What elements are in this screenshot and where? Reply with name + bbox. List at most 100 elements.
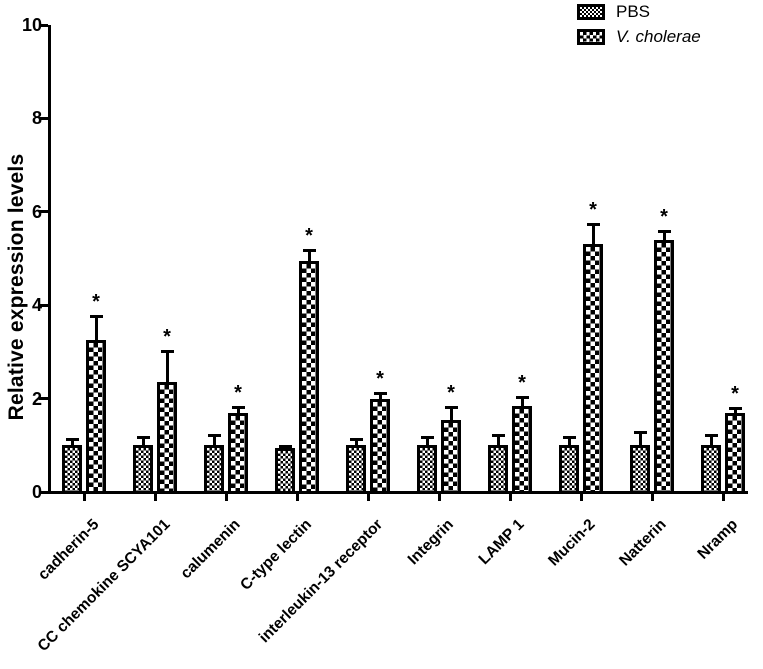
significance-asterisk: *	[376, 367, 384, 390]
error-bar-cap	[515, 396, 529, 400]
x-axis-tick	[224, 492, 228, 501]
bar-pbs-Integrin	[417, 445, 437, 494]
error-bar-cap	[444, 405, 458, 409]
error-bar-cap	[562, 435, 576, 439]
legend-label-pbs: PBS	[616, 2, 651, 21]
bar-vcholerae-Nramp	[725, 412, 745, 494]
bar-vcholerae-Integrin	[441, 419, 461, 494]
significance-asterisk: *	[660, 206, 668, 229]
legend: PBS V. cholerae	[577, 3, 701, 53]
error-bar-cap	[633, 431, 647, 435]
bar-vcholerae-interleukin-13 receptor	[370, 398, 390, 494]
pbs-pattern-swatch	[577, 4, 605, 20]
error-bar-stem	[733, 407, 737, 415]
y-tick-label: 2	[31, 388, 42, 409]
significance-asterisk: *	[731, 383, 739, 405]
bar-vcholerae-calumenin	[228, 412, 248, 494]
error-bar-cap	[65, 438, 79, 442]
y-axis-tick	[39, 397, 48, 401]
bar-vcholerae-LAMP 1	[512, 405, 532, 494]
y-axis-tick	[39, 210, 48, 214]
bar-vcholerae-cadherin-5	[86, 340, 106, 494]
error-bar-cap	[231, 405, 245, 409]
x-axis-tick	[82, 492, 86, 501]
significance-asterisk: *	[92, 290, 100, 313]
error-bar-stem	[709, 433, 713, 448]
x-category-label: CC chemokine SCYA101	[34, 516, 174, 655]
error-bar-stem	[378, 391, 382, 401]
bar-pbs-Natterin	[630, 445, 650, 494]
significance-asterisk: *	[518, 372, 526, 395]
y-axis-line	[48, 25, 51, 494]
significance-asterisk: *	[305, 225, 313, 248]
error-bar-cap	[657, 230, 671, 234]
y-axis-tick	[39, 116, 48, 120]
x-axis-tick	[650, 492, 654, 501]
error-bar-stem	[236, 405, 240, 415]
x-category-label: Natterin	[616, 516, 671, 570]
x-axis-tick	[295, 492, 299, 501]
y-tick-label: 10	[21, 15, 42, 35]
y-axis-tick	[39, 23, 48, 27]
legend-item-vcholerae: V. cholerae	[577, 28, 701, 46]
x-category-label: C-type lectin	[237, 516, 316, 594]
x-axis-line	[47, 491, 748, 494]
x-axis-tick	[153, 492, 157, 501]
legend-label-vcholerae: V. cholerae	[616, 27, 701, 46]
error-bar-cap	[349, 438, 363, 442]
error-bar-stem	[496, 433, 500, 448]
bar-vcholerae-C-type lectin	[299, 260, 319, 494]
bar-pbs-Nramp	[701, 445, 721, 494]
bar-pbs-Mucin-2	[559, 445, 579, 494]
significance-asterisk: *	[447, 381, 455, 404]
error-bar-stem	[662, 230, 666, 242]
bar-vcholerae-Mucin-2	[583, 244, 603, 494]
vcholerae-pattern-swatch	[577, 29, 605, 45]
bar-pbs-LAMP 1	[488, 445, 508, 494]
error-bar-stem	[141, 435, 145, 448]
error-bar-stem	[165, 349, 169, 385]
x-category-label: Nramp	[694, 516, 742, 563]
error-bar-stem	[212, 433, 216, 448]
x-axis-tick	[579, 492, 583, 501]
y-axis-tick	[39, 490, 48, 494]
error-bar-cap	[136, 435, 150, 439]
error-bar-cap	[373, 391, 387, 395]
y-tick-label: 6	[31, 201, 42, 222]
error-bar-cap	[207, 433, 221, 437]
y-tick-label: 0	[31, 482, 42, 502]
bar-pbs-C-type lectin	[275, 447, 295, 494]
bar-pbs-calumenin	[204, 445, 224, 494]
x-category-label: LAMP 1	[476, 516, 529, 569]
error-bar-stem	[567, 435, 571, 448]
y-tick-label: 4	[31, 295, 42, 316]
error-bar-cap	[586, 223, 600, 227]
x-axis-tick	[366, 492, 370, 501]
error-bar-stem	[94, 314, 98, 343]
error-bar-stem	[638, 431, 642, 448]
error-bar-stem	[425, 435, 429, 448]
bar-pbs-interleukin-13 receptor	[346, 445, 366, 494]
error-bar-cap	[278, 445, 292, 449]
error-bar-cap	[302, 249, 316, 253]
x-axis-tick	[508, 492, 512, 501]
error-bar-cap	[491, 433, 505, 437]
legend-item-pbs: PBS	[577, 3, 701, 21]
bar-pbs-cadherin-5	[62, 445, 82, 494]
significance-asterisk: *	[234, 381, 242, 404]
y-axis-title: Relative expression levels	[5, 153, 28, 421]
bar-vcholerae-Natterin	[654, 239, 674, 494]
error-bar-stem	[591, 223, 595, 247]
error-bar-cap	[160, 349, 174, 353]
error-bar-cap	[728, 407, 742, 410]
error-bar-stem	[70, 438, 74, 448]
bar-vcholerae-CC chemokine SCYA101	[157, 382, 177, 494]
error-bar-cap	[420, 435, 434, 439]
error-bar-cap	[704, 433, 718, 437]
x-category-label: Integrin	[404, 516, 458, 569]
bar-pbs-CC chemokine SCYA101	[133, 445, 153, 494]
error-bar-stem	[520, 396, 524, 408]
error-bar-stem	[354, 438, 358, 448]
error-bar-stem	[307, 249, 311, 263]
